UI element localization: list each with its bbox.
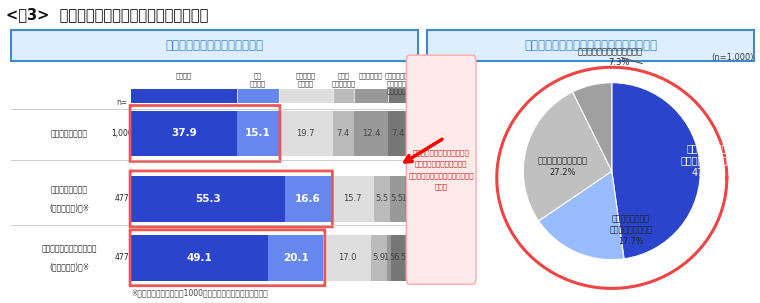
Bar <box>278 111 333 156</box>
Text: 導入されていて
利用したことがある
47.8%: 導入されていて 利用したことがある 47.8% <box>680 143 733 178</box>
Bar <box>236 89 278 103</box>
Text: あまり
行いたくない: あまり 行いたくない <box>331 72 356 87</box>
Text: (管理職以上)　※: (管理職以上) ※ <box>49 203 89 212</box>
Text: 55.3: 55.3 <box>195 194 221 204</box>
Bar <box>131 235 268 281</box>
Text: 477: 477 <box>115 253 129 262</box>
Text: 勤め先でのワーケーション制度の導入状況: 勤め先でのワーケーション制度の導入状況 <box>524 39 657 52</box>
Text: 15.7: 15.7 <box>344 195 362 203</box>
Bar <box>371 235 387 281</box>
Bar <box>390 176 405 222</box>
Bar <box>131 89 236 103</box>
Text: 5.5: 5.5 <box>391 195 404 203</box>
Text: 導入されているが
利用したことはない
17.7%: 導入されているが 利用したことはない 17.7% <box>610 215 652 246</box>
Text: 477: 477 <box>115 195 129 203</box>
Text: 20.1: 20.1 <box>283 253 309 263</box>
Text: 37.9: 37.9 <box>171 128 197 138</box>
Text: 16.6: 16.6 <box>295 194 321 204</box>
Text: 7.4: 7.4 <box>337 129 350 138</box>
Bar <box>285 176 331 222</box>
Text: ワーケーション実施・導入意向: ワーケーション実施・導入意向 <box>166 39 264 52</box>
Bar <box>268 235 324 281</box>
Bar <box>278 89 333 103</box>
Text: あなたが行う場合: あなたが行う場合 <box>50 186 87 195</box>
Bar <box>131 111 236 156</box>
Text: 1.5: 1.5 <box>383 253 395 262</box>
Wedge shape <box>612 83 700 259</box>
Text: ※ワーケーション経験者1000人のうち管理職以上の役職の人: ※ワーケーション経験者1000人のうち管理職以上の役職の人 <box>131 288 268 298</box>
Text: 5.5: 5.5 <box>375 195 388 203</box>
Text: 導入されていていない
27.2%: 導入されていていない 27.2% <box>537 157 587 177</box>
Text: n=: n= <box>116 98 128 107</box>
Text: ワーケーション
という言葉を
知らなかった: ワーケーション という言葉を 知らなかった <box>385 72 413 94</box>
Text: 制度にはない・利用していな
いものワーケーションを実
施していた〝隠れワーケーター〞
が存在: 制度にはない・利用していな いものワーケーションを実 施していた〝隠れワーケータ… <box>408 150 474 190</box>
Text: 7.3%: 7.3% <box>608 58 629 67</box>
Bar <box>353 89 388 103</box>
Bar <box>324 235 371 281</box>
Text: <図3>  今後のワーケーション実施・導入意向: <図3> 今後のワーケーション実施・導入意向 <box>6 8 208 23</box>
Bar <box>375 176 390 222</box>
Text: 17.0: 17.0 <box>337 253 356 262</box>
Text: 19.7: 19.7 <box>296 129 315 138</box>
Text: (n=1,000): (n=1,000) <box>711 53 754 62</box>
Bar <box>388 111 409 156</box>
Bar <box>333 111 353 156</box>
Wedge shape <box>572 83 612 171</box>
Bar <box>388 89 409 103</box>
Text: 導入されているかわからない: 導入されているかわからない <box>578 47 643 56</box>
Bar <box>331 176 375 222</box>
Wedge shape <box>524 92 612 221</box>
Text: 5.9: 5.9 <box>372 253 385 262</box>
Text: (管理職以上)　※: (管理職以上) ※ <box>49 262 89 271</box>
Text: 6.5: 6.5 <box>394 253 407 262</box>
Text: 49.1: 49.1 <box>187 253 213 263</box>
Text: 12.4: 12.4 <box>362 129 380 138</box>
Text: 1.5: 1.5 <box>401 195 413 203</box>
Text: どちらとも
いえない: どちらとも いえない <box>296 72 316 87</box>
Bar <box>236 111 278 156</box>
Text: あなたが行う場合: あなたが行う場合 <box>50 129 87 138</box>
Bar <box>353 111 388 156</box>
Bar <box>131 176 285 222</box>
Text: 行いたい: 行いたい <box>176 72 192 79</box>
Wedge shape <box>539 171 624 260</box>
Text: 会社や組織に導入する場合: 会社や組織に導入する場合 <box>41 245 97 254</box>
Bar <box>405 176 409 222</box>
Text: 7.4: 7.4 <box>391 129 405 138</box>
Bar <box>391 235 409 281</box>
FancyBboxPatch shape <box>407 55 476 284</box>
Text: 15.1: 15.1 <box>245 128 271 138</box>
Bar <box>333 89 353 103</box>
Text: 1,000: 1,000 <box>111 129 133 138</box>
Bar <box>387 235 391 281</box>
Text: 行いたくない: 行いたくない <box>359 72 383 79</box>
Text: やや
行いたい: やや 行いたい <box>249 72 265 87</box>
